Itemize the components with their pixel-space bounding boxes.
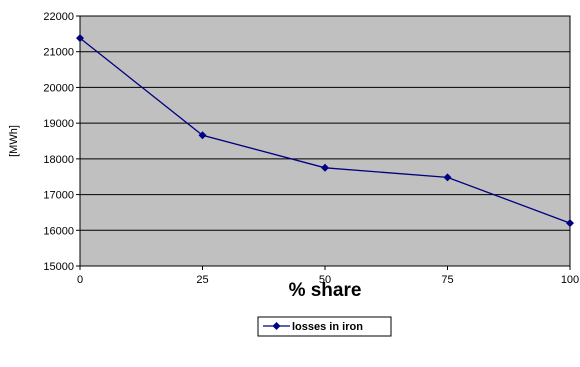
data-point — [76, 34, 84, 43]
y-tick-label: 16000 — [43, 225, 74, 237]
plot-area — [79, 15, 571, 267]
y-tick-label: 22000 — [43, 11, 74, 23]
y-tick-label: 19000 — [43, 118, 74, 130]
data-point — [443, 173, 452, 182]
data-point — [321, 163, 329, 172]
x-tick-label: 25 — [196, 274, 208, 286]
data-point — [198, 131, 207, 140]
y-tick-label: 15000 — [43, 261, 74, 273]
series-layer — [76, 34, 574, 228]
y-tick-label: 17000 — [43, 190, 74, 202]
y-axis-ticks: 15000 16000 17000 18000 19000 20000 21000 22000 — [43, 11, 80, 273]
grid-lines — [80, 51, 570, 231]
legend-box — [257, 316, 392, 337]
legend-marker-diamond — [272, 322, 281, 330]
x-axis-ticks: 0 25 50 75 100 — [77, 266, 579, 286]
x-tick-label: 0 — [77, 274, 83, 286]
x-tick-label: 100 — [561, 274, 579, 286]
legend: losses in iron — [257, 316, 392, 337]
x-axis-title: % share — [289, 280, 362, 301]
y-axis-title: [MWh] — [8, 125, 20, 157]
x-tick-label: 50 — [319, 274, 331, 286]
y-tick-label: 21000 — [43, 47, 74, 59]
data-point — [566, 219, 574, 228]
y-tick-label: 18000 — [43, 154, 74, 166]
legend-label: losses in iron — [292, 321, 363, 333]
y-tick-label: 20000 — [43, 82, 74, 94]
x-tick-label: 75 — [441, 274, 453, 286]
